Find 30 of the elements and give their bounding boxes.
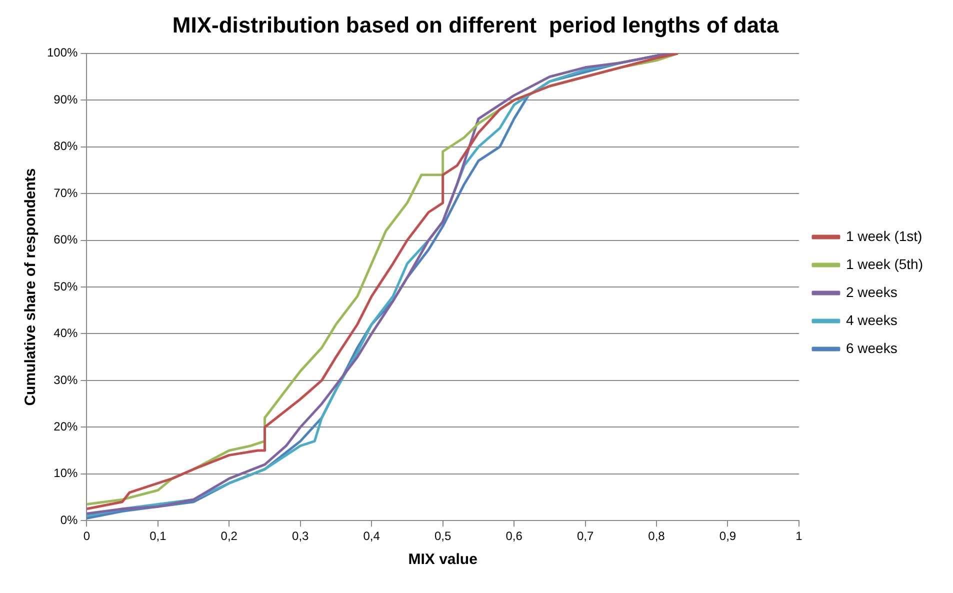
y-tick-label: 10% — [54, 466, 78, 480]
y-tick-label: 0% — [60, 512, 78, 527]
x-axis-title: MIX value — [408, 551, 478, 568]
y-tick-label: 40% — [54, 326, 78, 340]
x-tick-label: 1 — [796, 529, 803, 544]
chart-title: MIX-distribution based on different period lengths of data — [172, 12, 780, 38]
x-tick-label: 0,8 — [648, 529, 666, 544]
x-tick-label: 0,7 — [576, 529, 594, 544]
legend-label: 6 weeks — [846, 340, 898, 356]
y-tick-label: 90% — [54, 92, 78, 106]
x-tick-label: 0,3 — [292, 529, 310, 544]
legend-label: 1 week (5th) — [846, 256, 924, 272]
legend-label: 4 weeks — [846, 312, 898, 328]
y-tick-label: 100% — [46, 46, 78, 60]
x-tick-label: 0,5 — [434, 529, 452, 544]
x-tick-label: 0 — [83, 529, 90, 544]
legend-label: 1 week (1st) — [846, 228, 922, 244]
x-tick-label: 0,9 — [719, 529, 736, 544]
y-tick-label: 70% — [54, 186, 78, 200]
y-tick-label: 30% — [54, 372, 78, 387]
y-tick-label: 60% — [54, 232, 78, 247]
y-tick-label: 80% — [54, 139, 78, 154]
y-tick-label: 50% — [54, 279, 78, 294]
y-axis-title: Cumulative share of respondents — [22, 168, 40, 406]
x-tick-label: 0,4 — [363, 529, 380, 544]
y-tick-label: 20% — [54, 419, 78, 434]
x-tick-label: 0,2 — [220, 529, 238, 544]
legend-label: 2 weeks — [846, 284, 898, 300]
x-tick-label: 0,6 — [506, 529, 523, 544]
x-tick-label: 0,1 — [150, 529, 167, 544]
